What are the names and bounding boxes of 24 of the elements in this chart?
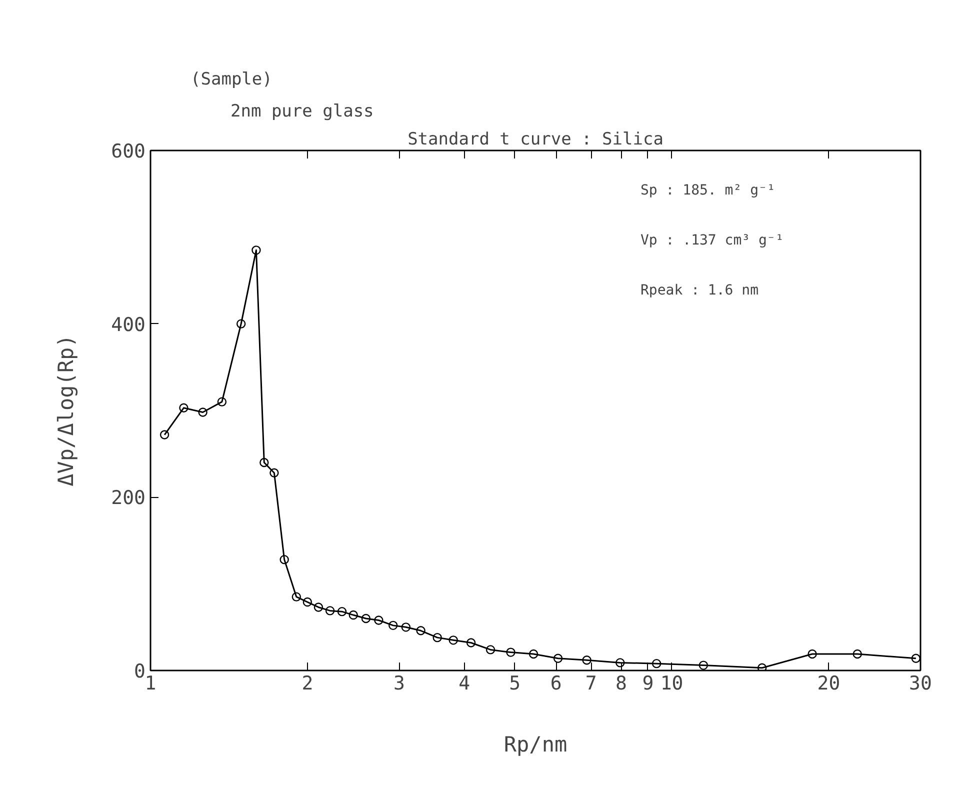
x-tick-label: 9 [642, 672, 654, 694]
y-tick-label: 200 [111, 487, 146, 510]
x-tick-label: 5 [509, 672, 521, 694]
x-tick-label: 20 [817, 672, 840, 694]
y-axis-title: ΔVp/Δlog(Rp) [54, 334, 78, 486]
x-axis-title: Rp/nm [504, 732, 568, 756]
annotation: Rpeak : 1.6 nm [640, 282, 759, 298]
y-tick-label: 0 [134, 660, 146, 682]
x-tick-label: 30 [909, 672, 932, 694]
x-tick-label: 2 [302, 672, 314, 694]
text: Standard t curve : Silica [408, 130, 664, 150]
x-tick-label: 3 [393, 672, 405, 694]
y-tick-label: 400 [111, 314, 146, 336]
x-tick-label: 6 [550, 672, 562, 694]
x-tick-label: 1 [144, 672, 156, 694]
chart-subtitle: 2nm pure glass [230, 102, 374, 122]
chart-title: (Sample) [190, 70, 272, 90]
annotation: Sp : 185. m² g⁻¹ [640, 182, 776, 198]
x-tick-label: 4 [458, 672, 470, 694]
annotation: Vp : .137 cm³ g⁻¹ [640, 232, 784, 248]
x-tick-label: 10 [660, 672, 684, 694]
y-tick-label: 600 [111, 140, 146, 162]
x-tick-label: 7 [585, 672, 597, 694]
x-tick-label: 8 [616, 672, 627, 694]
